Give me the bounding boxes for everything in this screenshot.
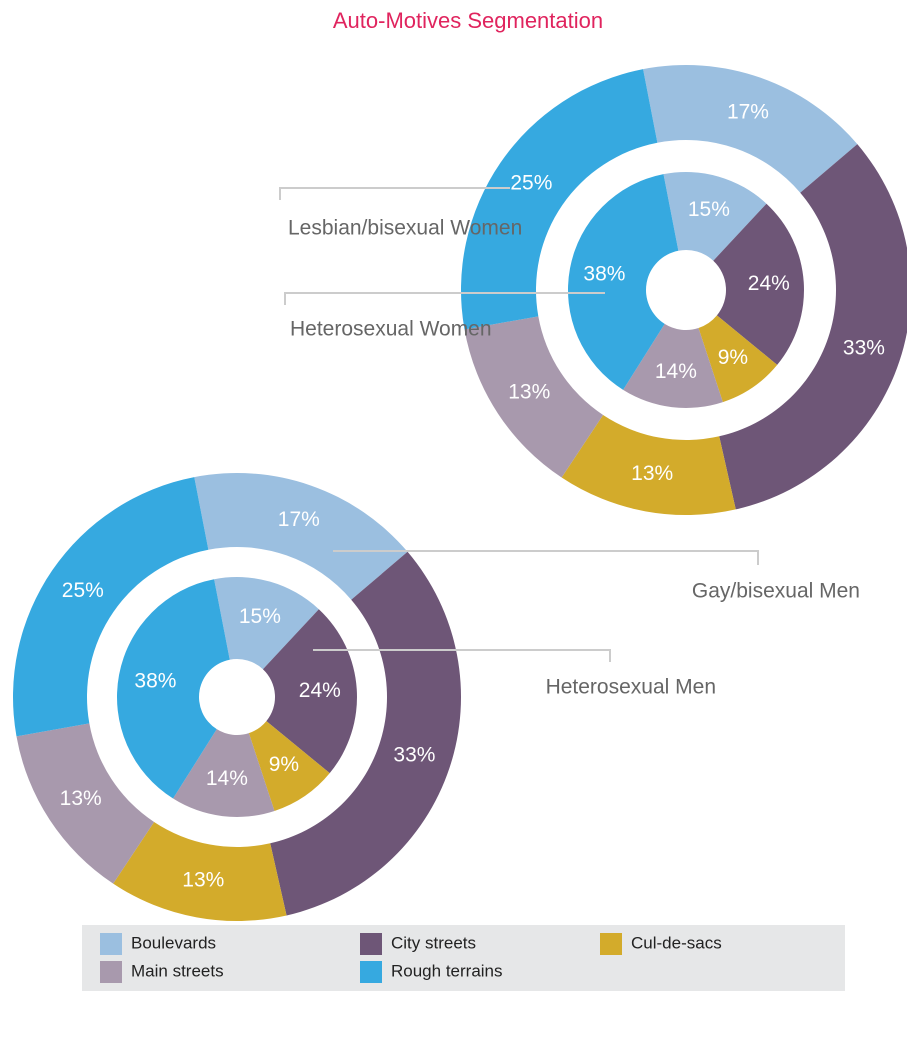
value-label: 13%	[508, 380, 550, 403]
leader-line	[313, 649, 611, 662]
series-label: Heterosexual Men	[546, 676, 716, 699]
value-label: 9%	[718, 346, 748, 369]
value-label: 13%	[631, 462, 673, 485]
donut-slice	[561, 415, 736, 515]
value-label: 13%	[182, 868, 224, 891]
leader-line	[279, 187, 510, 200]
chart-title: Auto-Motives Segmentation	[333, 8, 603, 33]
value-label: 14%	[655, 360, 697, 383]
legend-swatch	[360, 961, 382, 983]
donut-slice	[713, 203, 804, 365]
donut-slice	[117, 579, 230, 799]
series-label: Heterosexual Women	[290, 318, 492, 341]
value-label: 15%	[688, 198, 730, 221]
value-label: 9%	[269, 753, 299, 776]
donut-slice	[461, 69, 658, 330]
donut-slice	[270, 551, 461, 916]
donut-slice	[194, 473, 408, 600]
series-label: Lesbian/bisexual Women	[288, 217, 522, 240]
value-label: 17%	[278, 508, 320, 531]
legend-swatch	[100, 933, 122, 955]
value-label: 25%	[62, 579, 104, 602]
donut-slice	[248, 721, 330, 811]
value-label: 38%	[583, 262, 625, 285]
leader-line	[333, 550, 759, 565]
legend-label: Cul-de-sacs	[631, 933, 722, 952]
value-label: 33%	[393, 744, 435, 767]
legend-label: Rough terrains	[391, 961, 503, 980]
donut-slice	[623, 323, 723, 408]
donut-slice	[567, 174, 679, 390]
donut-slice	[464, 316, 604, 478]
donut-slice	[719, 144, 907, 510]
legend-label: Main streets	[131, 961, 224, 980]
donut-slice	[13, 477, 209, 737]
legend-swatch	[100, 961, 122, 983]
value-label: 24%	[299, 679, 341, 702]
value-label: 15%	[239, 605, 281, 628]
donut-slice	[113, 822, 287, 921]
leader-line	[284, 292, 605, 305]
legend-label: City streets	[391, 933, 476, 952]
value-label: 14%	[206, 767, 248, 790]
legend-swatch	[600, 933, 622, 955]
series-label: Gay/bisexual Men	[692, 580, 860, 603]
value-label: 38%	[134, 669, 176, 692]
donut-slice	[698, 315, 778, 403]
legend-label: Boulevards	[131, 933, 216, 952]
value-label: 13%	[60, 787, 102, 810]
value-label: 17%	[727, 101, 769, 124]
donut-slice	[173, 729, 275, 817]
donut-slice	[16, 723, 155, 884]
legend-box	[82, 925, 845, 991]
legend-swatch	[360, 933, 382, 955]
donut-slice	[663, 172, 767, 261]
donut-slice	[214, 577, 319, 670]
donut-slice	[643, 65, 858, 193]
value-label: 25%	[510, 171, 552, 194]
value-label: 33%	[843, 337, 885, 360]
value-label: 24%	[748, 272, 790, 295]
